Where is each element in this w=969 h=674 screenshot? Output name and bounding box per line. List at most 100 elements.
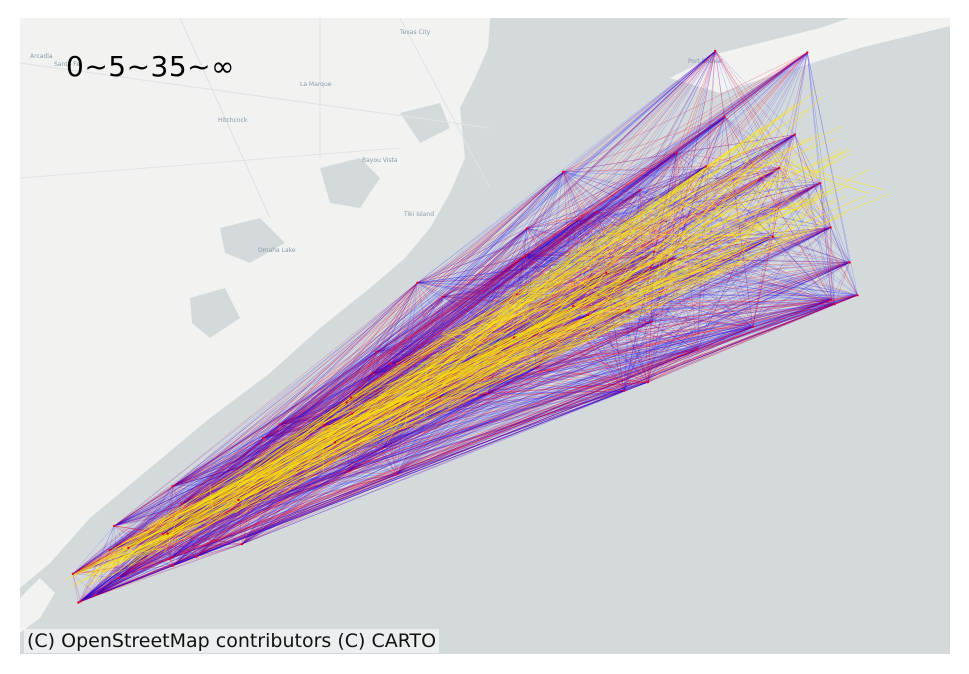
flow-line [95, 227, 831, 596]
flow-line [390, 299, 832, 364]
flow-node [71, 572, 75, 575]
flow-line [334, 282, 418, 443]
flow-line [396, 171, 564, 475]
flow-line [523, 190, 640, 258]
flow-line [181, 228, 528, 504]
flow-line [72, 351, 377, 574]
flow-line [350, 256, 525, 398]
flow-line [348, 50, 716, 472]
flow-line [526, 228, 850, 263]
flow-line [639, 190, 831, 228]
flow-line [752, 262, 850, 328]
flow-node [262, 436, 265, 440]
flow-line [563, 134, 795, 172]
flow-line [72, 573, 79, 603]
flow-line [596, 183, 821, 212]
flow-line [676, 152, 774, 237]
flow-line [128, 52, 808, 548]
flow-line [372, 171, 564, 374]
flow-line [241, 390, 625, 545]
flow-line [351, 282, 418, 414]
flow-line [172, 349, 698, 487]
flow-line [72, 190, 640, 574]
flow-line [72, 219, 580, 574]
flow-line [143, 426, 342, 552]
flow-line [114, 190, 640, 527]
flow-line [647, 183, 821, 383]
flow-line [351, 228, 528, 414]
flow-line [162, 116, 725, 535]
flow-line [572, 152, 677, 307]
flow-line [80, 547, 129, 602]
flow-line [523, 116, 725, 258]
flow-line [114, 471, 349, 527]
inland-lake [190, 288, 240, 338]
flow-line [516, 256, 525, 295]
flow-line [196, 471, 349, 557]
flow-line [525, 116, 725, 256]
flow-line [487, 337, 515, 394]
flow-line [525, 171, 564, 256]
flow-line [172, 556, 197, 566]
flow-line [623, 134, 795, 391]
flow-line [536, 326, 753, 369]
flow-line [516, 294, 698, 350]
flow-line [72, 525, 115, 574]
flow-node [380, 447, 384, 450]
flow-line [651, 251, 655, 322]
flow-line [381, 310, 629, 449]
flow-line [169, 544, 242, 560]
flow-line [563, 171, 597, 212]
flow-line [114, 171, 564, 527]
flow-line [80, 390, 625, 602]
flow-line [348, 349, 698, 472]
flow-line [78, 326, 753, 603]
flow-line [112, 548, 162, 558]
flow-line [169, 556, 197, 560]
flow-line [109, 503, 182, 551]
flow-line [238, 390, 625, 501]
flow-line [523, 256, 835, 305]
flow-line [172, 471, 349, 566]
flow-line [523, 134, 795, 258]
flow-line [216, 221, 677, 493]
flow-line [504, 156, 784, 298]
flow-line [181, 171, 564, 504]
flow-line [346, 272, 607, 403]
mainland-shore [20, 18, 490, 588]
flow-line [241, 448, 383, 545]
flow-line [351, 413, 397, 475]
flow-line [118, 116, 725, 578]
flow-line [241, 382, 648, 545]
flow-line [83, 351, 464, 573]
flow-line [72, 299, 832, 574]
flow-line [442, 166, 706, 298]
flow-line [390, 166, 706, 364]
map-attribution: (C) OpenStreetMap contributors (C) CARTO [24, 629, 440, 653]
flow-line [130, 391, 464, 553]
flow-line [516, 272, 607, 295]
flow-line [579, 219, 651, 268]
flow-line [696, 50, 716, 350]
place-label: Santa Fe [54, 61, 80, 68]
flow-line [573, 305, 652, 322]
basemap: Texas City Arcadia Santa Fe La Marque Hi… [20, 18, 950, 633]
flow-line [596, 166, 706, 212]
flow-line [487, 304, 835, 395]
flow-line [109, 544, 242, 551]
flow-line [372, 190, 640, 374]
map-canvas[interactable]: Texas City Arcadia Santa Fe La Marque Hi… [20, 18, 950, 654]
flow-line [647, 295, 858, 383]
flow-line [715, 50, 780, 169]
flow-line [439, 295, 858, 398]
flow-line [172, 474, 397, 566]
flow-line [390, 300, 604, 402]
flow-node [166, 532, 169, 535]
flow-line [416, 112, 785, 374]
flow-line [697, 303, 835, 350]
flow-line [172, 390, 625, 566]
flow-line [172, 228, 528, 566]
flow-line [442, 52, 808, 297]
flow-line [78, 577, 120, 603]
flow-line [346, 296, 443, 403]
